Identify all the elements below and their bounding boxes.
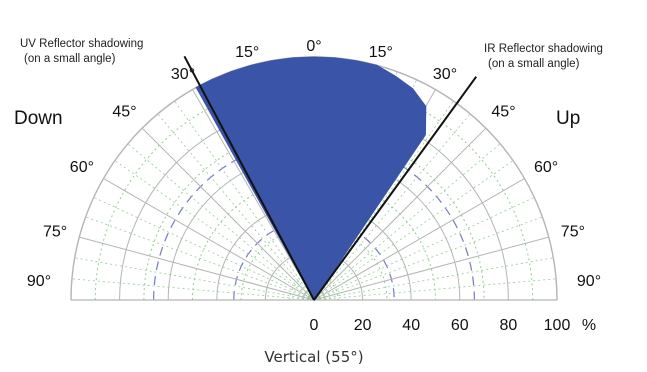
- angle-tick-label: 90°: [577, 273, 601, 290]
- reflector-note-text: (on a small angle): [488, 58, 580, 70]
- angle-tick-label: 15°: [369, 44, 393, 61]
- radial-tick-label: 80: [500, 317, 518, 334]
- grid-spoke-minor: [313, 143, 501, 301]
- reflector-note-text: IR Reflector shadowing: [484, 43, 603, 55]
- reflector-line: [183, 55, 315, 301]
- grid-spoke: [313, 178, 525, 301]
- angle-tick-label: 45°: [112, 104, 136, 121]
- beam-area: [195, 56, 427, 301]
- angle-tick-label: 75°: [561, 224, 585, 241]
- angle-tick-label: 45°: [491, 104, 515, 121]
- angle-tick-label: 60°: [70, 159, 94, 176]
- radial-tick-label: 20: [354, 317, 372, 334]
- grid-spoke-minor: [313, 196, 535, 301]
- grid-spoke: [313, 236, 549, 301]
- grid-spoke: [141, 127, 315, 301]
- reflector-note-text: UV Reflector shadowing: [20, 38, 143, 50]
- grid-spoke-minor: [127, 143, 315, 301]
- radial-tick-label: 0: [310, 317, 319, 334]
- beam-area-shape: [195, 56, 427, 301]
- grid-spoke-minor: [313, 113, 471, 301]
- grid-spoke-minor: [71, 278, 315, 301]
- reflector-lines: UV Reflector shadowing (on a small angle)…: [20, 38, 603, 301]
- angle-tick-label: 30°: [171, 66, 195, 83]
- angle-tick-label: 75°: [43, 224, 67, 241]
- chart-caption: Vertical (55°): [264, 348, 363, 366]
- grid-spoke-minor: [93, 196, 315, 301]
- side-label-up: Up: [556, 108, 580, 129]
- grid-spoke-minor: [313, 278, 557, 301]
- grid-spoke-minor: [74, 257, 315, 301]
- grid-spoke-minor: [313, 160, 514, 301]
- side-label-down: Down: [14, 108, 63, 129]
- grid-ring-minor: [289, 275, 339, 301]
- reflector-line: [313, 76, 478, 301]
- grid-spoke-minor: [114, 160, 315, 301]
- radial-unit-label: %: [582, 317, 596, 334]
- grid-spoke: [103, 178, 315, 301]
- angle-tick-label: 60°: [534, 159, 558, 176]
- angle-tick-label: 15°: [235, 44, 259, 61]
- grid-spoke: [313, 127, 487, 301]
- grid-spoke-minor: [157, 113, 315, 301]
- grid-ring-minor: [240, 226, 388, 301]
- angle-tick-label: 30°: [433, 66, 457, 83]
- angle-tick-label: 90°: [27, 273, 51, 290]
- radial-tick-labels: 0 20 40 60 80 100%: [310, 317, 597, 334]
- grid-ring-minor: [94, 80, 534, 301]
- angle-tick-label: 0°: [306, 38, 321, 55]
- reflector-note-text: (on a small angle): [24, 53, 116, 65]
- grid-ring-dashed: [153, 139, 475, 301]
- grid-spoke: [79, 236, 315, 301]
- grid-spoke: [192, 89, 315, 301]
- grid-spoke-minor: [174, 100, 315, 301]
- grid-spoke-minor: [313, 257, 554, 301]
- grid-ring-minor: [143, 129, 485, 301]
- radial-tick-label: 100: [544, 317, 571, 334]
- radial-tick-label: 40: [402, 317, 420, 334]
- grid-spoke-minor: [85, 216, 315, 301]
- angle-tick-labels: 90° 75° 60° 45° 30° 15° 0° 15° 30° 45° 60° 75° 90°: [27, 38, 601, 290]
- radial-tick-label: 60: [451, 317, 469, 334]
- grid-spoke-minor: [313, 216, 543, 301]
